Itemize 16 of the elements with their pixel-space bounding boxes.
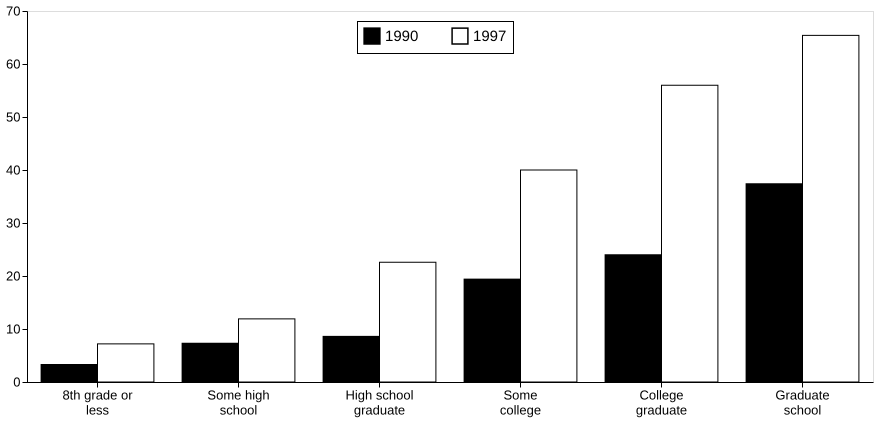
x-tick-label: College graduate — [636, 388, 688, 418]
y-tick-label: 50 — [6, 110, 20, 124]
y-tick-label: 60 — [6, 56, 20, 72]
legend-label: 1997 — [473, 28, 506, 46]
x-tick-label: High school graduate — [346, 388, 414, 418]
x-tick-label: Some high school — [207, 388, 270, 418]
y-tick-label: 40 — [6, 162, 20, 178]
x-tick-label: 8th grade or less — [62, 388, 134, 418]
y-tick-label: 70 — [6, 4, 20, 18]
y-tick-label: 20 — [6, 268, 20, 284]
x-tick-label: Some college — [500, 388, 542, 418]
legend-label: 1990 — [385, 28, 418, 46]
y-tick-label: 30 — [6, 216, 20, 230]
x-tick-label: Graduate school — [775, 388, 830, 418]
y-tick-label: 0 — [13, 374, 20, 390]
y-tick-label: 10 — [6, 322, 20, 336]
